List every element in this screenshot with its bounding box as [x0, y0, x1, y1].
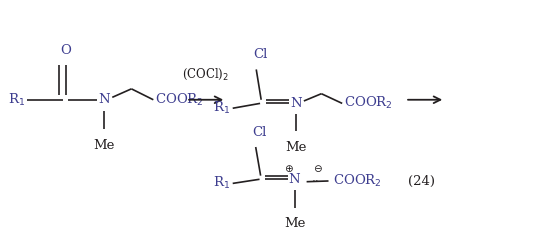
Text: Me: Me	[93, 139, 114, 152]
Text: R$_1$: R$_1$	[213, 100, 230, 116]
Text: ··: ··	[311, 176, 319, 189]
Text: R$_1$: R$_1$	[213, 175, 230, 191]
Text: N: N	[289, 173, 300, 186]
Text: O: O	[60, 44, 71, 57]
Text: $\oplus$: $\oplus$	[284, 163, 294, 174]
Text: (24): (24)	[408, 175, 435, 187]
Text: N: N	[290, 97, 301, 110]
Text: COOR$_2$: COOR$_2$	[344, 95, 393, 111]
Text: (COCl)$_2$: (COCl)$_2$	[182, 66, 229, 82]
Text: Cl: Cl	[253, 48, 267, 61]
Text: R$_1$: R$_1$	[8, 92, 25, 108]
Text: $\ominus$: $\ominus$	[312, 163, 322, 174]
Text: Cl: Cl	[252, 125, 266, 139]
Text: COOR$_2$: COOR$_2$	[155, 92, 204, 108]
Text: Me: Me	[285, 141, 306, 154]
Text: N: N	[98, 93, 110, 106]
Text: COOR$_2$: COOR$_2$	[333, 173, 382, 189]
Text: Me: Me	[284, 217, 305, 230]
